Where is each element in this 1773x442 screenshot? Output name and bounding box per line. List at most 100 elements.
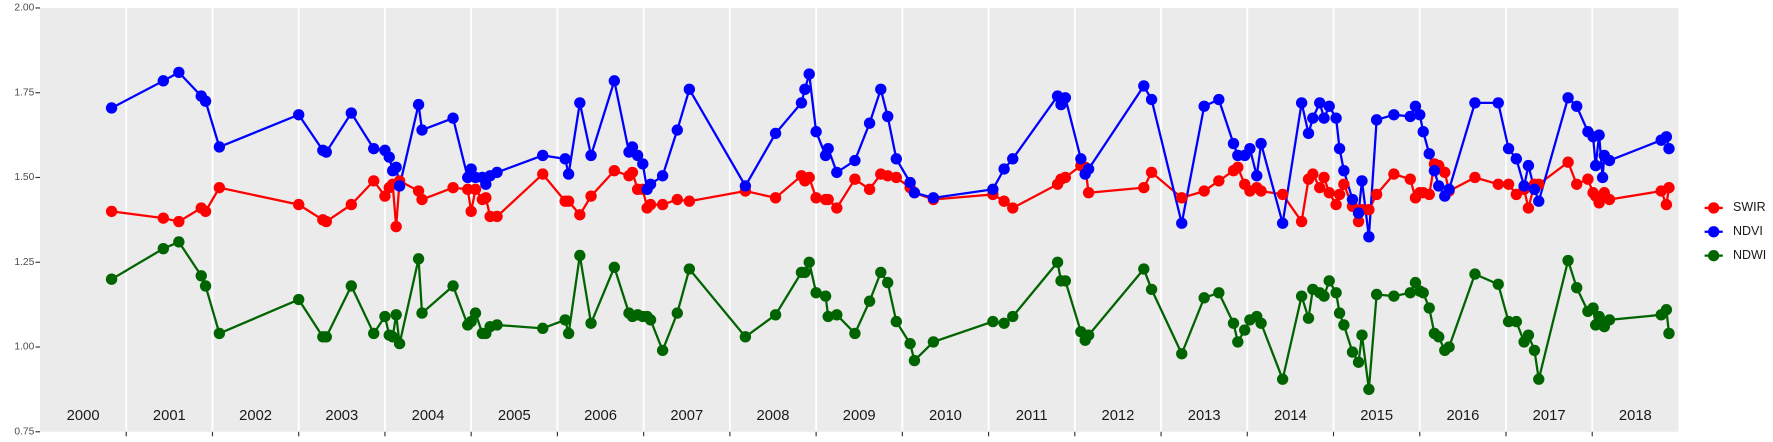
- y-tick-label: 2.00: [14, 3, 34, 14]
- data-point: [1469, 268, 1481, 280]
- data-point: [1562, 156, 1574, 168]
- data-point: [1423, 148, 1435, 160]
- data-point: [1502, 315, 1515, 328]
- data-point: [1346, 193, 1359, 206]
- data-point: [795, 97, 808, 109]
- data-point: [416, 193, 428, 206]
- data-point: [1404, 110, 1416, 123]
- data-point: [1318, 290, 1330, 302]
- data-point: [1051, 256, 1064, 268]
- data-point: [656, 344, 669, 357]
- data-point: [1075, 153, 1087, 165]
- year-label: 2010: [929, 408, 962, 424]
- data-point: [416, 307, 428, 319]
- data-point: [863, 183, 876, 196]
- data-point: [1007, 153, 1019, 165]
- data-point: [105, 102, 118, 114]
- data-point: [537, 168, 549, 180]
- data-point: [863, 295, 876, 307]
- data-point: [1276, 188, 1289, 201]
- data-point: [608, 75, 621, 87]
- y-tick-label: 0.75: [14, 426, 34, 437]
- data-point: [1663, 142, 1675, 155]
- data-point: [882, 276, 894, 289]
- data-point: [1433, 331, 1445, 343]
- data-point: [1251, 170, 1263, 182]
- data-point: [199, 205, 212, 218]
- data-point: [626, 141, 639, 153]
- data-point: [1255, 317, 1267, 329]
- data-point: [1213, 287, 1225, 299]
- data-point: [849, 173, 861, 185]
- data-point: [1302, 312, 1315, 324]
- data-point: [1295, 290, 1308, 302]
- data-point: [998, 195, 1010, 207]
- data-point: [1227, 317, 1240, 329]
- year-label: 2007: [670, 408, 703, 424]
- year-label: 2000: [67, 408, 100, 424]
- year-label: 2002: [239, 408, 272, 424]
- data-point: [810, 126, 822, 138]
- data-point: [1562, 254, 1574, 267]
- data-point: [480, 178, 492, 190]
- data-point: [1198, 100, 1210, 112]
- data-point: [1244, 142, 1256, 155]
- data-point: [345, 107, 357, 119]
- data-point: [465, 163, 477, 175]
- data-point: [559, 153, 571, 165]
- data-point: [987, 183, 999, 196]
- data-point: [585, 149, 597, 162]
- data-point: [320, 146, 332, 158]
- data-point: [1213, 175, 1225, 187]
- data-point: [416, 124, 428, 136]
- data-point: [574, 249, 586, 262]
- data-point: [379, 190, 391, 202]
- data-point: [683, 195, 696, 207]
- data-point: [157, 75, 169, 87]
- data-point: [1492, 97, 1504, 109]
- data-point: [574, 97, 586, 109]
- year-label: 2017: [1533, 408, 1566, 424]
- data-point: [462, 183, 474, 196]
- data-point: [1593, 129, 1605, 141]
- data-point: [1338, 178, 1350, 190]
- data-point: [739, 331, 752, 343]
- data-point: [1522, 159, 1535, 172]
- data-point: [1232, 161, 1244, 173]
- data-point: [927, 336, 940, 348]
- data-point: [465, 315, 477, 328]
- data-point: [1589, 159, 1602, 172]
- data-point: [1255, 185, 1267, 197]
- legend-label: NDVI: [1733, 224, 1763, 238]
- year-label: 2016: [1446, 408, 1479, 424]
- data-point: [1307, 168, 1319, 180]
- data-point: [1370, 188, 1383, 201]
- data-point: [1533, 195, 1545, 207]
- data-point: [1007, 310, 1019, 323]
- data-point: [927, 192, 940, 204]
- data-point: [1663, 327, 1675, 340]
- data-point: [469, 183, 482, 196]
- data-point: [1059, 171, 1072, 184]
- data-point: [480, 192, 492, 204]
- data-point: [799, 83, 811, 96]
- data-point: [1603, 193, 1616, 206]
- data-point: [585, 190, 597, 202]
- y-tick-label: 1.75: [14, 87, 34, 98]
- data-point: [637, 158, 649, 170]
- data-point: [491, 319, 503, 331]
- data-point: [559, 314, 571, 326]
- data-point: [491, 166, 503, 179]
- data-point: [1232, 336, 1244, 348]
- data-point: [1388, 109, 1400, 121]
- data-point: [1302, 127, 1315, 140]
- data-point: [199, 95, 212, 107]
- year-label: 2012: [1102, 408, 1135, 424]
- data-point: [644, 314, 657, 326]
- data-point: [1417, 126, 1429, 138]
- data-point: [987, 315, 999, 328]
- data-point: [1409, 276, 1422, 289]
- data-point: [562, 168, 575, 180]
- data-point: [1522, 202, 1535, 214]
